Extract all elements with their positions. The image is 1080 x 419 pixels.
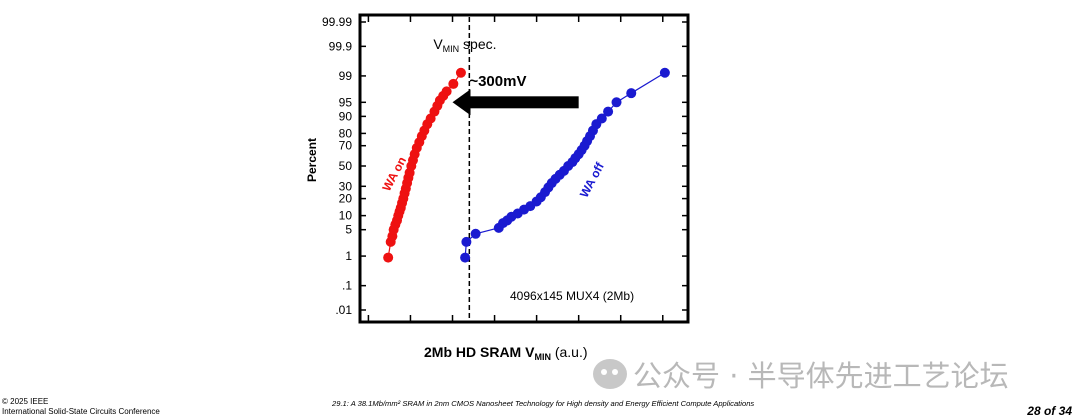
watermark-text: 公众号 · 半导体先进工艺论坛 [633,359,1009,393]
y-tick-label: 50 [339,159,353,173]
y-tick-label: 80 [339,126,353,140]
y-tick-label: 1 [345,249,352,263]
footer-paper-title: 29.1: A 38.1Mb/mm² SRAM in 2nm CMOS Nano… [332,399,755,408]
y-tick-label: 99 [339,69,353,83]
data-point [659,67,670,78]
y-tick-label: 10 [339,209,353,223]
footer-copyright: © 2025 IEEE [2,397,49,406]
y-tick-label: 90 [339,109,353,123]
y-axis-title: Percent [305,138,319,182]
config-label: 4096x145 MUX4 (2Mb) [510,289,634,303]
y-tick-label: 20 [339,192,353,206]
y-tick-label: 70 [339,139,353,153]
shift-arrow [452,89,579,116]
y-tick-label: 30 [339,179,353,193]
watermark: 公众号 · 半导体先进工艺论坛 [593,357,1009,393]
data-point [455,67,466,78]
data-point [448,78,459,89]
series-label: WA off [577,159,607,200]
x-axis [367,15,664,322]
y-tick-label: 99.99 [322,15,352,29]
y-tick-label: 5 [345,223,352,237]
footer-conference: International Solid-State Circuits Confe… [2,407,160,416]
page-number: 28 of 34 [1027,404,1072,418]
x-axis-title: 2Mb HD SRAM VMIN (a.u.) [424,344,588,362]
data-point [626,88,637,99]
data-point [461,236,472,247]
data-point [470,228,481,239]
series-wa-on: WA on [379,67,466,263]
data-point [460,252,471,263]
plot-frame [358,13,690,324]
arrow-shaft [466,96,579,109]
y-tick-label: 99.9 [329,39,353,53]
data-point [611,97,622,108]
y-tick-label: .01 [335,303,352,317]
data-point [603,106,614,117]
wechat-logo-icon [593,359,627,389]
arrow-head [452,89,471,116]
data-point [441,86,452,97]
y-tick-label: .1 [342,279,352,293]
y-tick-label: 95 [339,95,353,109]
data-point [383,252,394,263]
data-point [596,113,607,124]
vmin-spec-label: VMIN spec. [433,36,496,54]
delta-label: ~300mV [469,73,526,90]
